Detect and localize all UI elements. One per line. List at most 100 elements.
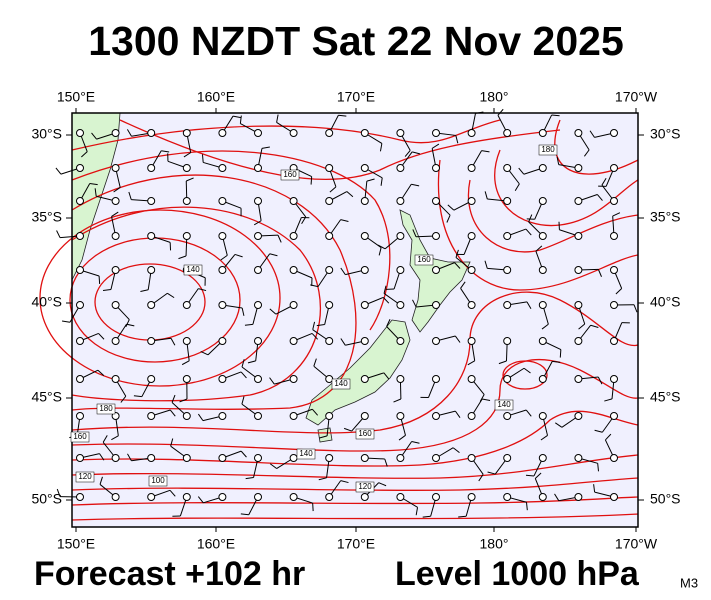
barb-flag [525, 228, 532, 236]
station [574, 493, 583, 501]
bottom-axis-label: 180° [480, 536, 509, 552]
barb-flag [312, 408, 319, 416]
station [218, 412, 227, 420]
contour-labels: 160 180 140 160 140 160 140 180 160 120 100 120 140 [70, 144, 558, 493]
barb-flag [415, 507, 419, 516]
map-frame [71, 112, 639, 528]
station [76, 454, 84, 462]
barb-flag [526, 301, 532, 309]
top-axis-label: 170°E [337, 89, 375, 105]
station [147, 266, 156, 274]
map-area [72, 113, 638, 527]
barb-flag [346, 191, 354, 198]
barb-flag [169, 409, 176, 417]
top-axis-label: 170°W [615, 89, 658, 105]
station [254, 412, 262, 420]
station [467, 493, 476, 501]
right-axis-label: 30°S [650, 126, 681, 142]
barb-flag [56, 230, 61, 238]
barb-flag [484, 260, 488, 269]
barb-flag [377, 244, 386, 250]
station [76, 129, 84, 137]
station [610, 412, 618, 420]
barb-flag [447, 204, 455, 211]
station [538, 412, 547, 420]
station [218, 197, 227, 205]
barb-flag [340, 267, 346, 275]
station [182, 375, 191, 383]
barb-flag [111, 435, 119, 441]
barb-flag [102, 435, 108, 443]
station [325, 266, 334, 274]
station [182, 493, 191, 501]
station [254, 301, 262, 309]
station [432, 129, 440, 137]
barb-flag [171, 394, 176, 403]
barb-flag [261, 146, 270, 149]
barb-flag [384, 458, 388, 467]
barb-flag [201, 154, 204, 163]
barb-flag [514, 183, 520, 191]
contour-label-box [538, 144, 558, 156]
station [182, 454, 191, 462]
station [538, 337, 547, 345]
station [396, 266, 405, 274]
station [610, 197, 618, 205]
station [503, 337, 512, 345]
left-axis-label: 45°S [31, 389, 62, 405]
barb-flag [340, 338, 346, 346]
barb-flag [111, 211, 119, 217]
barb-flag [535, 245, 543, 252]
station [254, 164, 262, 172]
station [432, 493, 440, 501]
barb-flag [484, 191, 488, 200]
station [467, 129, 476, 137]
barb-flag [593, 484, 596, 493]
barb-flag [61, 320, 71, 323]
station [538, 266, 547, 274]
station [182, 197, 191, 205]
barb-flag [431, 143, 440, 149]
barb-flag [239, 115, 242, 124]
station [538, 164, 547, 172]
barb-flag [161, 150, 170, 153]
station [111, 301, 120, 309]
station [289, 375, 298, 383]
station [289, 493, 298, 501]
station [503, 197, 512, 205]
barb-flag [383, 372, 390, 380]
top-axis-label: 160°E [197, 89, 235, 105]
station [574, 301, 583, 309]
barb-flag [97, 369, 105, 376]
barb-flag [178, 255, 187, 260]
barb-flag [128, 191, 132, 200]
contour-label: 140 [334, 379, 348, 388]
barb-flag [467, 360, 475, 366]
station [218, 266, 227, 274]
station [503, 301, 512, 309]
wind-barbs [55, 108, 638, 518]
station [325, 232, 334, 240]
station [538, 232, 547, 240]
barb-flag [98, 333, 105, 340]
station [76, 493, 84, 501]
barb-flag [241, 359, 245, 368]
contour-label: 140 [186, 265, 200, 274]
station [218, 232, 227, 240]
station [432, 337, 440, 345]
barb-flag [56, 488, 61, 497]
station [538, 129, 547, 137]
level-label: Level 1000 hPa [395, 555, 640, 593]
barb-flag [55, 167, 62, 175]
barb-flag [393, 398, 402, 403]
barb-flag [518, 167, 525, 175]
station [432, 164, 440, 172]
isobars [39, 119, 639, 521]
station [360, 375, 369, 383]
contour-label: 180 [99, 404, 113, 413]
station [610, 266, 618, 274]
barb-flag [269, 377, 275, 385]
station [574, 412, 583, 420]
station [432, 197, 440, 205]
station [574, 375, 583, 383]
